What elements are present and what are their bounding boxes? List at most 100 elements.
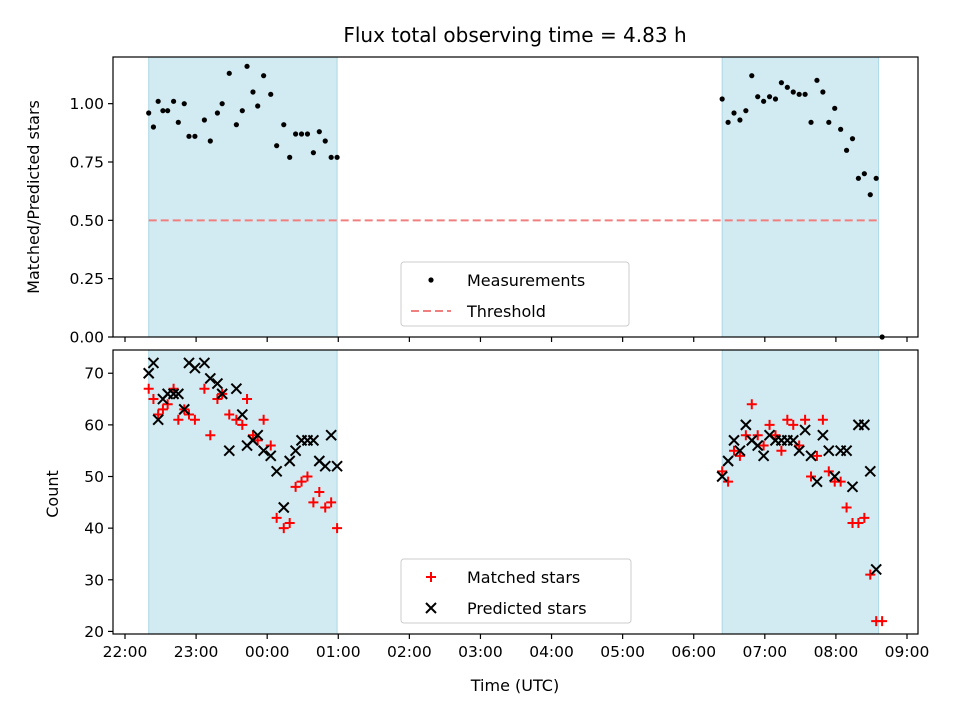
legend-matched-marker bbox=[426, 572, 436, 582]
matched-star-point bbox=[776, 445, 787, 456]
predicted-star-point bbox=[716, 470, 728, 483]
matched-star-point bbox=[758, 440, 769, 451]
matched-star-point bbox=[278, 523, 289, 534]
predicted-star-point bbox=[840, 444, 853, 457]
matched-star-point bbox=[296, 476, 307, 487]
bottom-y-axis-label: Count bbox=[43, 470, 62, 518]
predicted-star-point bbox=[147, 357, 160, 369]
measurement-point bbox=[268, 91, 274, 97]
legend-entry-label: Predicted stars bbox=[467, 599, 587, 618]
top-y-tick-label: 0.25 bbox=[69, 270, 104, 288]
matched-star-point bbox=[157, 404, 168, 415]
measurement-point bbox=[255, 103, 261, 109]
bottom-y-tick-label: 30 bbox=[84, 571, 104, 589]
predicted-star-point bbox=[251, 429, 264, 441]
predicted-star-point bbox=[265, 450, 277, 462]
top-legend-box bbox=[400, 261, 630, 327]
matched-star-point bbox=[740, 430, 751, 441]
measurement-point bbox=[175, 119, 181, 125]
bottom-panel: 20 30 40 50 60 70 22:00 23:00 00:00 01:00 02:00 03:… bbox=[84, 349, 929, 661]
matched-star-point bbox=[302, 471, 313, 482]
measurement-point bbox=[170, 98, 177, 104]
matched-star-point bbox=[823, 466, 834, 477]
top-y-tick-label: 0.50 bbox=[69, 212, 104, 230]
legend-predicted-marker bbox=[425, 602, 437, 614]
matched-star-point bbox=[865, 569, 876, 580]
top-y-tick-label: 0.00 bbox=[69, 329, 104, 347]
predicted-star-point bbox=[216, 388, 228, 400]
measurement-point bbox=[160, 108, 166, 114]
measurement-point bbox=[755, 94, 761, 100]
matched-star-point bbox=[308, 497, 319, 508]
top-y-tick-label: 1.00 bbox=[69, 95, 104, 113]
predicted-star-point bbox=[198, 357, 211, 369]
top-panel: 0.00 0.25 0.50 0.75 1.00 Measurements Threshol… bbox=[69, 56, 919, 347]
matched-star-point bbox=[314, 487, 325, 497]
measurement-point bbox=[155, 98, 161, 104]
measurement-point bbox=[855, 175, 862, 181]
measurement-point bbox=[861, 171, 867, 177]
predicted-star-point bbox=[211, 377, 224, 390]
series-predicted-stars bbox=[142, 357, 882, 576]
top-y-tick-label: 0.75 bbox=[69, 154, 104, 172]
matched-star-point bbox=[853, 517, 864, 528]
matched-star-point bbox=[284, 517, 295, 528]
matched-star-point bbox=[242, 394, 253, 405]
predicted-star-point bbox=[757, 450, 770, 462]
legend-measurements-marker bbox=[428, 277, 434, 283]
top-y-axis-label: Matched/Predicted stars bbox=[24, 100, 43, 294]
matched-star-point bbox=[224, 409, 235, 420]
measurement-point bbox=[820, 89, 826, 95]
matched-star-point bbox=[752, 430, 763, 441]
top-legend: Measurements Threshold bbox=[400, 261, 630, 327]
predicted-star-point bbox=[846, 481, 859, 493]
matched-star-point bbox=[770, 430, 781, 441]
measurement-point bbox=[766, 94, 773, 100]
predicted-star-point bbox=[289, 444, 302, 457]
bottom-y-tick-label: 70 bbox=[84, 365, 104, 383]
measurement-point bbox=[778, 80, 785, 86]
predicted-star-point bbox=[167, 388, 180, 400]
predicted-star-point bbox=[740, 419, 752, 431]
predicted-star-point bbox=[223, 444, 235, 457]
measurement-point bbox=[814, 77, 820, 83]
measurement-point bbox=[298, 131, 305, 137]
measurement-point bbox=[761, 98, 767, 104]
predicted-star-point bbox=[787, 434, 799, 447]
measurement-point bbox=[725, 119, 731, 125]
bottom-shaded-interval-2 bbox=[721, 349, 880, 635]
measurement-point bbox=[226, 70, 232, 76]
matched-star-point bbox=[189, 414, 200, 425]
matched-star-point bbox=[153, 409, 164, 420]
x-tick-label: 23:00 bbox=[174, 643, 219, 661]
matched-star-point bbox=[237, 419, 248, 430]
x-axis-label: Time (UTC) bbox=[470, 676, 559, 695]
measurement-point bbox=[743, 108, 749, 114]
predicted-star-point bbox=[204, 372, 217, 385]
predicted-star-point bbox=[823, 444, 835, 457]
matched-star-point bbox=[800, 414, 811, 425]
predicted-star-point bbox=[283, 455, 296, 467]
predicted-star-point bbox=[793, 444, 805, 457]
matched-star-point bbox=[877, 616, 888, 627]
predicted-star-point bbox=[864, 465, 876, 478]
matched-star-point bbox=[835, 476, 846, 487]
bottom-y-tick-label: 40 bbox=[84, 520, 104, 538]
measurement-point bbox=[328, 154, 334, 160]
measurement-point bbox=[233, 122, 239, 128]
matched-star-point bbox=[258, 414, 269, 425]
measurement-point bbox=[165, 108, 171, 114]
predicted-star-point bbox=[152, 414, 164, 426]
predicted-star-point bbox=[178, 403, 190, 416]
measurement-point bbox=[207, 138, 213, 144]
measurement-point bbox=[186, 133, 192, 139]
matched-star-point bbox=[859, 512, 870, 523]
predicted-star-point bbox=[722, 455, 734, 467]
predicted-star-point bbox=[257, 444, 270, 457]
measurement-point bbox=[808, 119, 814, 125]
top-axes-frame bbox=[112, 56, 919, 338]
matched-star-point bbox=[290, 481, 301, 492]
bottom-legend-box bbox=[400, 558, 632, 624]
matched-star-point bbox=[205, 430, 216, 441]
